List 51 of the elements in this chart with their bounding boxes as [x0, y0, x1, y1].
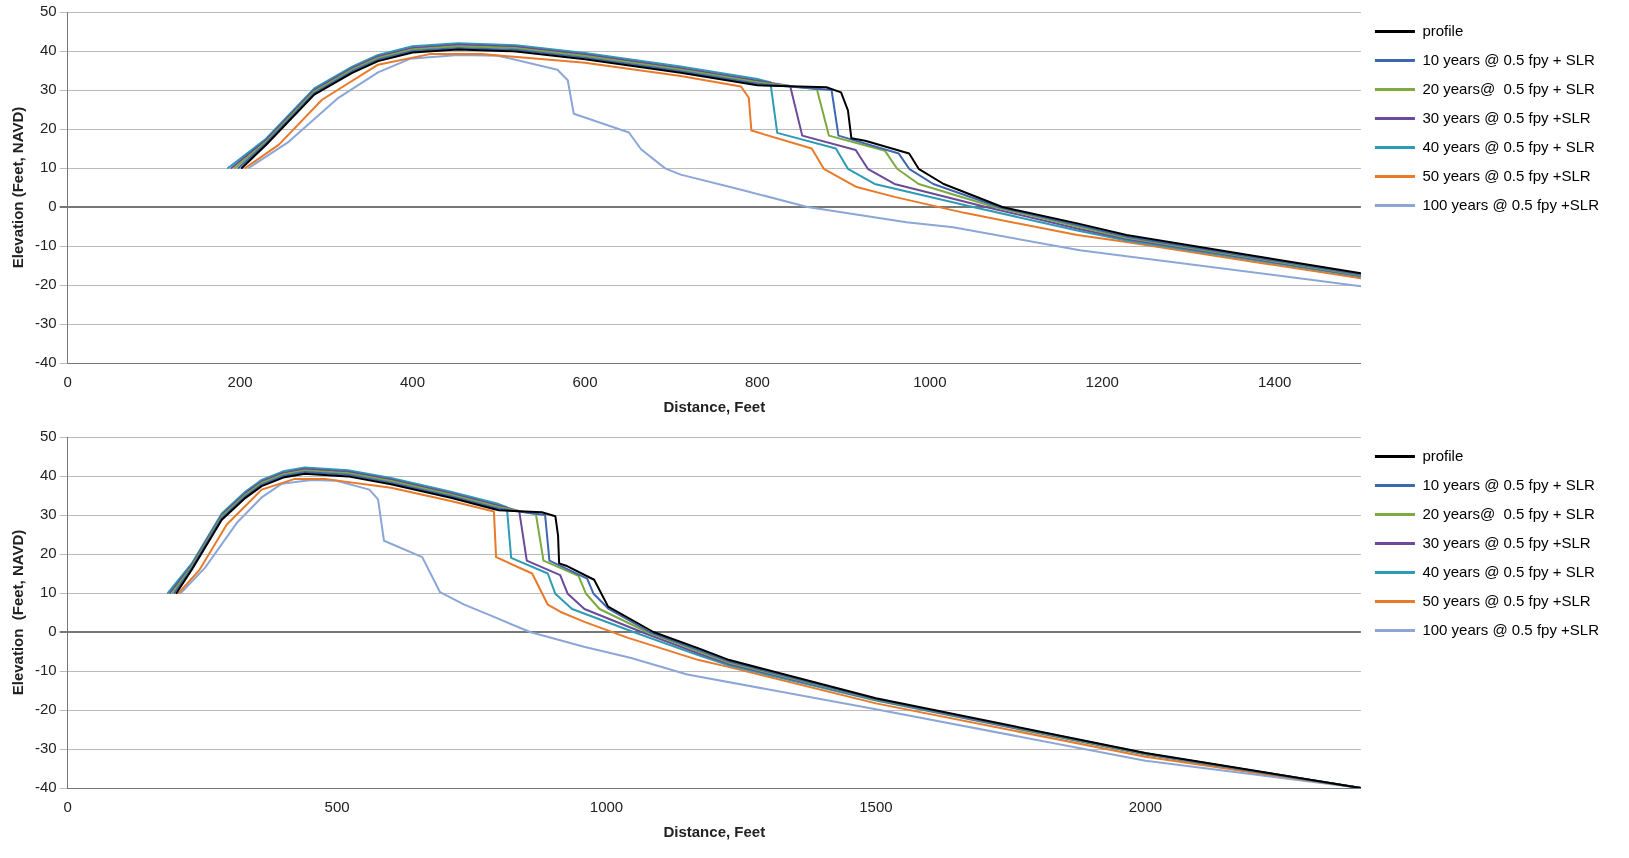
x-axis-title: Distance, Feet [663, 823, 766, 841]
legend-label: 30 years @ 0.5 fpy +SLR [1422, 108, 1591, 126]
x-tick-label: 1400 [1258, 373, 1292, 391]
x-tick-label: 200 [227, 373, 253, 391]
legend-label: 100 years @ 0.5 fpy +SLR [1422, 620, 1600, 638]
y-tick-label: -30 [34, 739, 57, 757]
y-tick-label: -20 [34, 275, 57, 293]
y-tick-label: 40 [39, 41, 57, 59]
x-tick-label: 600 [572, 373, 598, 391]
legend-label: 10 years @ 0.5 fpy + SLR [1422, 50, 1595, 68]
legend-label: 10 years @ 0.5 fpy + SLR [1422, 475, 1595, 493]
y-tick-label: 30 [39, 80, 57, 98]
y-axis-title: Elevation (Feet, NAVD) [9, 106, 27, 269]
x-tick-label: 500 [324, 798, 350, 816]
x-axis-title: Distance, Feet [663, 398, 766, 416]
legend-label: profile [1422, 446, 1464, 464]
x-tick-label: 2000 [1128, 798, 1163, 816]
legend-label: 40 years @ 0.5 fpy + SLR [1422, 562, 1595, 580]
y-tick-label: 20 [39, 544, 57, 562]
legend-label: 20 years@ 0.5 fpy + SLR [1422, 504, 1595, 522]
legend-label: 20 years@ 0.5 fpy + SLR [1422, 79, 1595, 97]
x-tick-label: 1500 [859, 798, 893, 816]
y-tick-label: 10 [39, 583, 57, 601]
x-tick-label: 0 [63, 373, 72, 391]
y-tick-label: 40 [39, 466, 57, 484]
y-tick-label: 50 [39, 427, 57, 445]
y-tick-label: 50 [39, 2, 57, 20]
y-tick-label: -10 [34, 236, 57, 254]
y-tick-label: 0 [48, 622, 57, 640]
x-tick-label: 1000 [589, 798, 624, 816]
y-axis-title: Elevation (Feet, NAVD) [9, 529, 27, 696]
y-tick-label: 0 [48, 197, 57, 215]
legend-label: profile [1422, 21, 1464, 39]
legend-label: 30 years @ 0.5 fpy +SLR [1422, 533, 1591, 551]
y-tick-label: -20 [34, 700, 57, 718]
x-tick-label: 1200 [1085, 373, 1119, 391]
x-tick-label: 0 [63, 798, 72, 816]
y-tick-label: 20 [39, 119, 57, 137]
y-tick-label: 30 [39, 505, 57, 523]
y-tick-label: -10 [34, 661, 57, 679]
y-tick-label: 10 [39, 158, 57, 176]
x-tick-label: 800 [744, 373, 770, 391]
y-tick-label: -30 [34, 314, 57, 332]
legend-label: 50 years @ 0.5 fpy +SLR [1422, 591, 1591, 609]
x-tick-label: 1000 [913, 373, 947, 391]
y-tick-label: -40 [34, 353, 57, 371]
legend-label: 100 years @ 0.5 fpy +SLR [1422, 195, 1600, 213]
legend-label: 50 years @ 0.5 fpy +SLR [1422, 166, 1591, 184]
legend-label: 40 years @ 0.5 fpy + SLR [1422, 137, 1595, 155]
x-tick-label: 400 [400, 373, 426, 391]
y-tick-label: -40 [34, 778, 57, 796]
